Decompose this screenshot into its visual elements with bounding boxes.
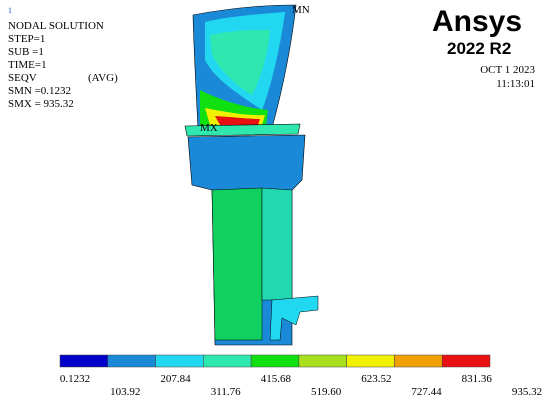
legend-swatch [441, 354, 491, 368]
header-line: SEQV [8, 72, 37, 84]
min-marker: MN [292, 4, 310, 16]
corner-mark: 1 [8, 6, 12, 15]
column [211, 187, 263, 341]
bracket [269, 295, 319, 341]
plate [184, 123, 301, 137]
header-line: SMX = 935.32 [8, 98, 74, 110]
model [184, 4, 319, 346]
legend-swatch [107, 354, 156, 368]
legend-label: 727.44 [411, 386, 442, 398]
blade-region [215, 116, 260, 125]
legend: 0.1232 103.92 207.84 311.76 415.68 519.60 623.… [59, 354, 542, 398]
header-line: STEP=1 [8, 33, 45, 45]
legend-swatch [250, 354, 300, 368]
date: OCT 1 2023 [480, 64, 535, 76]
legend-label: 311.76 [211, 386, 241, 398]
legend-label: 0.1232 [60, 373, 90, 385]
legend-swatch [155, 354, 204, 368]
legend-swatch [59, 354, 109, 368]
legend-swatch [203, 354, 252, 368]
logo-version: 2022 R2 [447, 39, 511, 58]
header-line: NODAL SOLUTION [8, 20, 104, 32]
legend-label: 935.32 [512, 386, 542, 398]
legend-label: 519.60 [311, 386, 342, 398]
legend-label: 103.92 [110, 386, 140, 398]
legend-swatch [346, 354, 395, 368]
header-line: TIME=1 [8, 59, 47, 71]
legend-label: 831.36 [462, 373, 493, 385]
avg-label: (AVG) [88, 72, 118, 84]
logo-brand: Ansys [432, 5, 522, 38]
max-marker: MX [200, 122, 218, 134]
time: 11:13:01 [496, 78, 535, 90]
legend-label: 207.84 [160, 373, 191, 385]
legend-label: 623.52 [361, 373, 391, 385]
legend-swatch [298, 354, 347, 368]
header-line: SMN =0.1232 [8, 85, 71, 97]
header-line: SUB =1 [8, 46, 44, 58]
blade-region [210, 30, 270, 95]
legend-label: 415.68 [261, 373, 292, 385]
legend-swatch [394, 354, 443, 368]
column-side [261, 187, 293, 301]
